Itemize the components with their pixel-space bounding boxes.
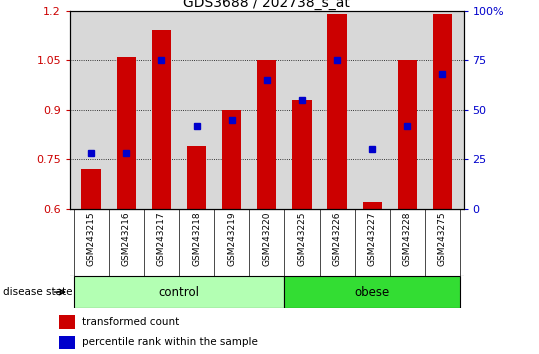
Bar bbox=[152, 30, 171, 209]
Bar bbox=[285, 276, 460, 308]
Text: disease state: disease state bbox=[3, 287, 72, 297]
Text: GSM243226: GSM243226 bbox=[333, 212, 342, 266]
Bar bbox=[116, 57, 136, 209]
Title: GDS3688 / 202738_s_at: GDS3688 / 202738_s_at bbox=[183, 0, 350, 10]
Text: percentile rank within the sample: percentile rank within the sample bbox=[81, 337, 258, 348]
Bar bbox=[222, 110, 241, 209]
Text: GSM243216: GSM243216 bbox=[122, 212, 131, 266]
Bar bbox=[433, 14, 452, 209]
Bar bbox=[363, 202, 382, 209]
Bar bbox=[187, 146, 206, 209]
Text: transformed count: transformed count bbox=[81, 317, 179, 327]
Text: GSM243219: GSM243219 bbox=[227, 212, 236, 266]
Bar bbox=[327, 14, 347, 209]
Bar bbox=[257, 60, 277, 209]
Bar bbox=[292, 100, 312, 209]
Text: GSM243227: GSM243227 bbox=[368, 212, 377, 266]
Text: GSM243217: GSM243217 bbox=[157, 212, 166, 266]
Bar bbox=[74, 276, 285, 308]
Bar bbox=[59, 336, 75, 349]
Text: obese: obese bbox=[355, 286, 390, 298]
Bar bbox=[398, 60, 417, 209]
Text: GSM243228: GSM243228 bbox=[403, 212, 412, 266]
Text: GSM243225: GSM243225 bbox=[298, 212, 307, 266]
Text: GSM243275: GSM243275 bbox=[438, 212, 447, 266]
Text: GSM243220: GSM243220 bbox=[262, 212, 271, 266]
Text: GSM243215: GSM243215 bbox=[87, 212, 95, 266]
Bar bbox=[81, 169, 101, 209]
Text: GSM243218: GSM243218 bbox=[192, 212, 201, 266]
Text: control: control bbox=[158, 286, 199, 298]
Bar bbox=[59, 315, 75, 329]
